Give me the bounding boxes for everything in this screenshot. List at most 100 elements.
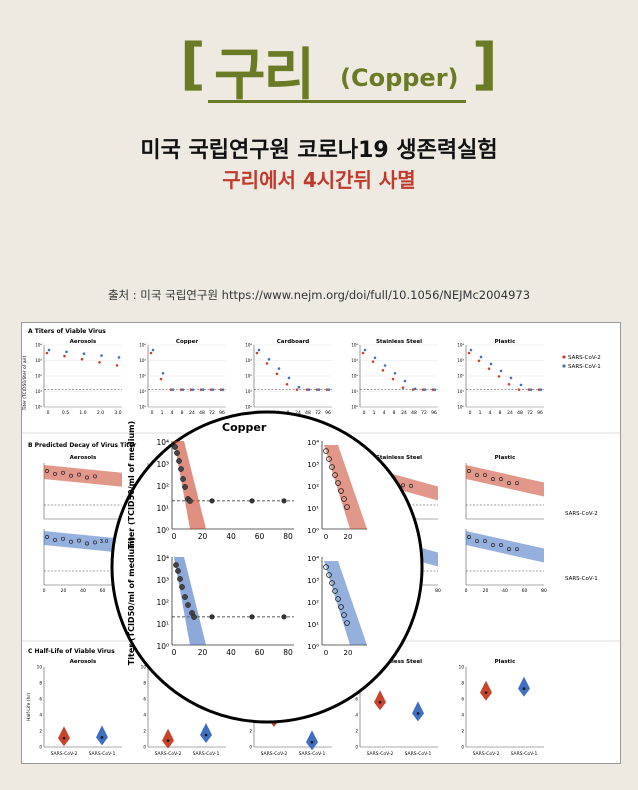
zoom-y-tick: 10²: [156, 598, 169, 607]
panel-c-median: [204, 733, 208, 737]
zoom-y-tick: 10¹: [156, 504, 169, 513]
zoom-point: [172, 444, 178, 450]
panel-a-x-tick: 24: [507, 410, 513, 416]
panel-c-median: [484, 691, 488, 694]
zoom-point: [191, 614, 197, 620]
legend-marker-cov1: [562, 364, 566, 368]
panel-a-point-cov1: [413, 387, 417, 391]
panel-a-point-cov2: [80, 357, 84, 361]
panel-c-x-label: SARS-CoV-1: [299, 751, 326, 757]
panel-a-y-tick: 10³: [139, 358, 146, 363]
panel-a-x-tick: 0: [47, 410, 50, 416]
zoom-point: [182, 594, 188, 600]
panel-a-y-tick: 10⁴: [35, 343, 42, 348]
zoom-point: [187, 498, 193, 504]
panel-c-x-label: SARS-CoV-1: [193, 751, 220, 757]
research-figure: A Titers of Viable Virus Aerosols 10⁴ 10³ 1…: [21, 322, 621, 764]
panel-a-point-cov1: [211, 388, 215, 391]
panel-b-point: [85, 541, 89, 546]
zoom-point: [176, 458, 182, 464]
panel-b-decay-band: [44, 465, 122, 487]
zoom-cardboard-y-tick: 10²: [307, 483, 319, 491]
panel-c-y-tick: 6: [355, 697, 358, 702]
panel-a-point-cov2: [199, 388, 203, 391]
zoom-point: [173, 562, 179, 568]
panel-c-y-tick: 0: [143, 745, 146, 750]
zoom-cardboard-point: [323, 448, 329, 454]
panel-b-point: [499, 543, 503, 548]
panel-a-surface-title: Copper: [176, 339, 198, 345]
legend: SARS-CoV-2 SARS-CoV-1: [562, 355, 601, 370]
zoom-title: Copper: [222, 421, 267, 434]
panel-a-x-tick: 72: [421, 410, 427, 416]
panel-c-y-tick: 0: [461, 745, 464, 750]
panel-b-decay-band: [44, 531, 122, 553]
panel-c-violin: [200, 723, 212, 743]
zoom-decay-band: [174, 441, 206, 529]
zoom-circle: [110, 410, 424, 724]
panel-a-x-tick: 96: [219, 410, 225, 416]
panel-b-decay-band: [466, 531, 544, 563]
zoom-point: [177, 576, 183, 582]
title-underline: [208, 100, 466, 103]
panel-a-point-cov2: [169, 388, 173, 391]
panel-a-point-cov1: [181, 388, 185, 391]
panel-a-point-cov2: [401, 386, 405, 390]
panel-a-y-tick: 10¹: [35, 389, 42, 394]
panel-a-point-cov1: [201, 388, 205, 391]
zoom-x-tick: 80: [283, 648, 293, 657]
panel-a-point-cov1: [257, 348, 261, 352]
panel-c-x-label: SARS-CoV-1: [405, 751, 432, 757]
panel-a-point-cov1: [499, 369, 503, 373]
panel-a-point-cov2: [411, 388, 415, 391]
panel-c-violin: [58, 726, 70, 747]
panel-a-point-cov2: [517, 388, 521, 391]
zoom-limit-point: [281, 498, 287, 504]
panel-a-y-tick: 10¹: [139, 389, 146, 394]
panel-c-y-tick: 10: [459, 665, 465, 670]
title-bracket-left: [: [180, 32, 206, 97]
title-header: [ 구리 (Copper) ]: [0, 26, 638, 108]
panel-a-x-tick: 0: [469, 410, 472, 416]
panel-a-point-cov2: [45, 351, 49, 355]
zoom-x-tick: 40: [226, 532, 236, 541]
panel-b-surface-title: Stainless Steel: [376, 455, 422, 461]
panel-a-point-cov1: [221, 388, 225, 391]
panel-a-point-cov2: [63, 354, 66, 358]
panel-a-x-tick: 24: [295, 410, 301, 416]
panel-b-aerosol-tick: 3.0: [100, 539, 109, 545]
panel-c-median: [166, 739, 170, 742]
panel-a-point-cov2: [381, 369, 385, 372]
panel-c-y-tick: 0: [39, 745, 42, 750]
panel-a-point-cov1: [171, 388, 175, 391]
panel-b-x-tick: 80: [541, 588, 547, 594]
panel-b-point: [483, 539, 487, 543]
zoom-point: [185, 602, 191, 608]
zoom-point: [180, 476, 186, 482]
panel-a-surface-title: Cardboard: [277, 339, 310, 345]
panel-c-y-tick: 4: [461, 713, 464, 718]
panel-b-point: [475, 473, 479, 477]
panel-a-point-cov2: [305, 388, 309, 391]
panel-a-point-cov2: [149, 351, 153, 355]
zoom-x-tick: 60: [255, 532, 265, 541]
panel-c-y-tick: 0: [249, 745, 252, 750]
panel-a-point-cov1: [433, 388, 437, 391]
panel-b-point: [475, 539, 479, 543]
panel-a-point-cov1: [363, 348, 367, 352]
panel-a-x-tick: 1.0: [79, 410, 86, 416]
panel-a-x-tick: 8: [393, 410, 396, 416]
zoom-cardboard-point: [329, 464, 335, 470]
panel-b-point: [45, 535, 49, 539]
panel-a-y-tick: 10³: [351, 358, 358, 363]
panel-a-y-tick: 10²: [139, 374, 146, 379]
panel-a-point-cov2: [527, 388, 531, 391]
panel-c-y-tick: 10: [37, 665, 43, 670]
panel-c-y-tick: 8: [39, 681, 42, 686]
panel-c-y-tick: 4: [355, 713, 358, 718]
zoom-limit-point: [209, 614, 215, 620]
zoom-limit-point: [209, 498, 215, 504]
headline-line1: 미국 국립연구원 코로나19 생존력실험: [140, 138, 498, 163]
panel-b-point: [93, 474, 97, 479]
panel-c-x-label: SARS-CoV-2: [51, 751, 78, 757]
